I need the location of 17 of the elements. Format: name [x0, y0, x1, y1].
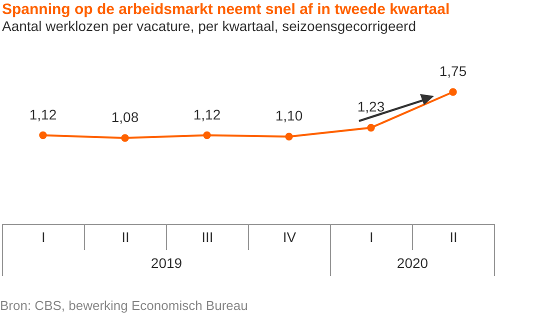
data-label: 1,23 [357, 98, 385, 115]
x-tick-label: I [2, 224, 84, 250]
data-label: 1,12 [29, 106, 57, 122]
x-tick-label: I [330, 224, 412, 250]
data-label: 1,75 [439, 63, 467, 79]
text: 2019 [2, 250, 330, 276]
text: 2020 [330, 250, 494, 276]
chart-subtitle: Aantal werklozen per vacature, per kwartaal, seizoensgecorrigeerd [2, 18, 416, 34]
chart-title: Spanning op de arbeidsmarkt neemt snel af in tweede kwartaal [2, 1, 450, 18]
x-tick-label: III [166, 224, 248, 250]
data-label: 1,08 [111, 109, 139, 125]
x-tick-label: IV [248, 224, 330, 250]
x-tick-label: II [84, 224, 166, 250]
text: Bron: CBS, bewerking Economisch Bureau [0, 298, 248, 313]
data-label: 1,10 [275, 108, 303, 124]
data-label: 1,12 [193, 106, 221, 122]
x-tick-label: II [412, 224, 494, 250]
